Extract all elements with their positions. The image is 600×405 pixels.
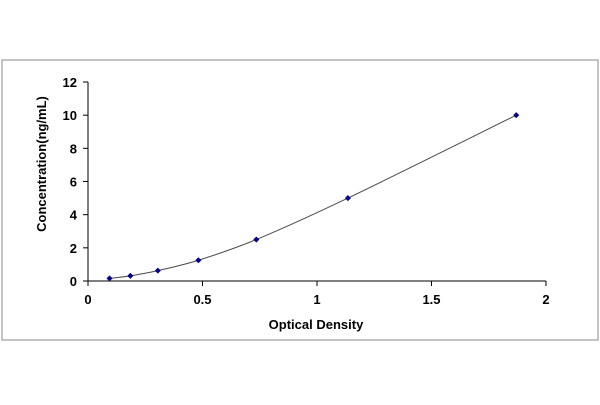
data-point bbox=[344, 195, 351, 202]
x-axis-title: Optical Density bbox=[269, 317, 364, 332]
data-points bbox=[106, 112, 520, 282]
outer-frame bbox=[1, 59, 599, 341]
x-tick-label: 2 bbox=[542, 292, 549, 307]
y-axis-title: Concentration(ng/mL) bbox=[34, 96, 49, 232]
fit-curve-line bbox=[109, 114, 517, 279]
y-tick-label: 8 bbox=[70, 141, 77, 156]
axes bbox=[87, 82, 546, 282]
data-point bbox=[127, 272, 134, 279]
y-tick-label: 6 bbox=[70, 175, 77, 190]
y-tick-label: 2 bbox=[70, 241, 77, 256]
x-tick-label: 0.5 bbox=[193, 292, 211, 307]
x-axis-ticks: 0 0.5 1 1.5 2 bbox=[84, 281, 550, 307]
y-tick-label: 0 bbox=[70, 274, 77, 289]
fit-curve bbox=[109, 114, 517, 279]
x-tick-label: 1.5 bbox=[422, 292, 440, 307]
y-tick-label: 4 bbox=[70, 208, 78, 223]
x-tick-label: 0 bbox=[84, 292, 91, 307]
y-axis-ticks: 0 2 4 6 8 10 12 bbox=[63, 75, 88, 289]
data-point bbox=[154, 267, 161, 274]
data-point bbox=[513, 112, 520, 119]
data-point bbox=[195, 257, 202, 264]
y-tick-label: 10 bbox=[63, 108, 77, 123]
data-point bbox=[106, 275, 113, 282]
x-tick-label: 1 bbox=[313, 292, 320, 307]
y-tick-label: 12 bbox=[63, 75, 77, 90]
data-point bbox=[253, 236, 260, 243]
